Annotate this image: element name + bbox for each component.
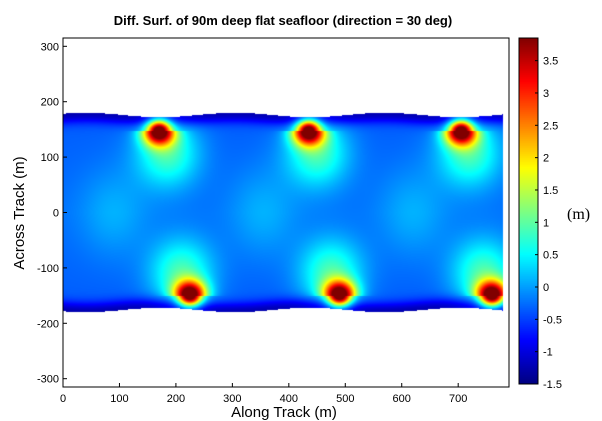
colorbar-unit-label: (m): [567, 206, 590, 223]
y-tick-label: 0: [53, 208, 59, 220]
x-tick-label: 400: [280, 393, 298, 405]
y-tick-label: 200: [41, 97, 59, 109]
colorbar-tick-label: 2: [543, 153, 549, 165]
chart-title: Diff. Surf. of 90m deep flat seafloor (d…: [114, 13, 452, 28]
y-axis-ticks: -300 -200 -100 0 100 200 300: [37, 41, 67, 386]
y-tick-label: -100: [37, 263, 59, 275]
colorbar-tick-label: 2.5: [543, 120, 558, 132]
y-axis-label: Across Track (m): [11, 156, 28, 269]
colorbar: [519, 38, 538, 384]
y-tick-label: -300: [37, 374, 59, 386]
colorbar-tick-label: 0.5: [543, 250, 558, 262]
x-tick-label: 500: [336, 393, 354, 405]
x-tick-label: 100: [110, 393, 128, 405]
colorbar-tick-label: 3: [543, 88, 549, 100]
colorbar-tick-label: 1.5: [543, 185, 558, 197]
colorbar-frame: [518, 37, 539, 385]
x-tick-label: 200: [167, 393, 185, 405]
x-axis-ticks: 0 100 200 300 400 500 600 700: [60, 383, 467, 405]
colorbar-ticks: -1.5 -1 -0.5 0 0.5 1 1.5 2 2.5 3 3.5: [535, 56, 562, 391]
colorbar-tick-label: -1.5: [543, 379, 562, 391]
colorbar-tick-label: -0.5: [543, 314, 562, 326]
y-tick-label: 300: [41, 41, 59, 53]
x-tick-label: 700: [449, 393, 467, 405]
x-tick-label: 300: [223, 393, 241, 405]
x-tick-label: 0: [60, 393, 66, 405]
heatmap-surface: [63, 38, 509, 387]
colorbar-tick-label: 0: [543, 282, 549, 294]
colorbar-tick-label: -1: [543, 347, 553, 359]
y-tick-label: 100: [41, 152, 59, 164]
x-axis-label: Along Track (m): [231, 404, 337, 421]
colorbar-tick-label: 1: [543, 217, 549, 229]
y-tick-label: -200: [37, 318, 59, 330]
x-tick-label: 600: [393, 393, 411, 405]
colorbar-tick-label: 3.5: [543, 56, 558, 68]
